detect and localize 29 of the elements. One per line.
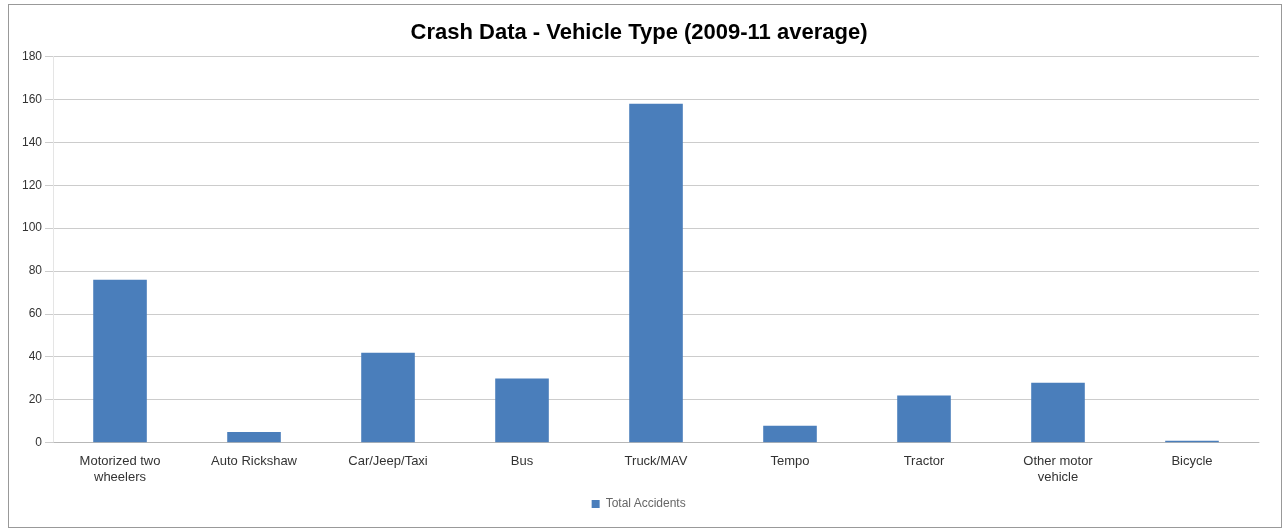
legend-label: Total Accidents xyxy=(605,496,686,511)
x-tick-label: Tempo xyxy=(770,453,810,469)
x-tick-label: Car/Jeep/Taxi xyxy=(348,453,428,469)
x-tick-label: Motorized two wheelers xyxy=(79,453,161,484)
y-tick-label: 20 xyxy=(28,392,43,407)
x-tick-label: Tractor xyxy=(903,453,946,469)
y-tick-label: 140 xyxy=(21,134,43,149)
bar xyxy=(495,378,549,443)
y-tick-label: 160 xyxy=(21,91,43,106)
x-tick-label: Bicycle xyxy=(1171,453,1213,469)
y-tick-label: 60 xyxy=(28,306,43,321)
y-tick-label: 120 xyxy=(21,177,43,192)
x-tick-label: Auto Rickshaw xyxy=(211,453,298,469)
y-tick-label: 180 xyxy=(21,48,43,63)
y-tick-label: 0 xyxy=(35,435,43,450)
bar xyxy=(763,425,817,443)
bar xyxy=(629,103,683,443)
bar xyxy=(897,395,951,443)
y-tick-label: 40 xyxy=(28,349,43,364)
y-tick-label: 100 xyxy=(21,220,43,235)
bar xyxy=(227,432,281,443)
chart-title: Crash Data - Vehicle Type (2009-11 average) xyxy=(410,19,868,45)
x-tick-label: Other motor vehicle xyxy=(1023,453,1094,484)
x-tick-label: Truck/MAV xyxy=(624,453,688,469)
y-tick-label: 80 xyxy=(28,263,43,278)
bar xyxy=(1031,382,1085,443)
bar xyxy=(93,279,147,443)
x-tick-label: Bus xyxy=(510,453,534,469)
bar xyxy=(361,352,415,443)
